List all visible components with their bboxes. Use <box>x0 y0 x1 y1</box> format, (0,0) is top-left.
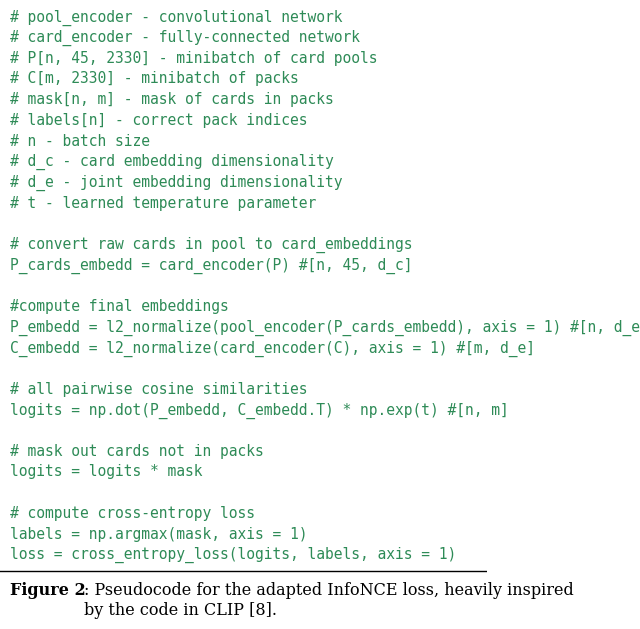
Text: # labels[n] - correct pack indices: # labels[n] - correct pack indices <box>10 113 307 128</box>
Text: # t - learned temperature parameter: # t - learned temperature parameter <box>10 196 316 211</box>
Text: # compute cross-entropy loss: # compute cross-entropy loss <box>10 506 255 521</box>
Text: # mask out cards not in packs: # mask out cards not in packs <box>10 444 264 459</box>
Text: # C[m, 2330] - minibatch of packs: # C[m, 2330] - minibatch of packs <box>10 72 298 86</box>
Text: # card_encoder - fully-connected network: # card_encoder - fully-connected network <box>10 30 360 47</box>
Text: # P[n, 45, 2330] - minibatch of card pools: # P[n, 45, 2330] - minibatch of card poo… <box>10 51 377 66</box>
Text: P_embedd = l2_normalize(pool_encoder(P_cards_embedd), axis = 1) #[n, d_e]: P_embedd = l2_normalize(pool_encoder(P_c… <box>10 320 640 336</box>
Text: # mask[n, m] - mask of cards in packs: # mask[n, m] - mask of cards in packs <box>10 92 333 107</box>
Text: # n - batch size: # n - batch size <box>10 133 150 148</box>
Text: Figure 2: Figure 2 <box>10 582 86 599</box>
Text: # all pairwise cosine similarities: # all pairwise cosine similarities <box>10 382 307 397</box>
Text: # d_c - card embedding dimensionality: # d_c - card embedding dimensionality <box>10 154 333 170</box>
Text: P_cards_embedd = card_encoder(P) #[n, 45, d_c]: P_cards_embedd = card_encoder(P) #[n, 45… <box>10 258 412 274</box>
Text: #compute final embeddings: #compute final embeddings <box>10 299 228 314</box>
Text: # convert raw cards in pool to card_embeddings: # convert raw cards in pool to card_embe… <box>10 237 412 253</box>
Text: labels = np.argmax(mask, axis = 1): labels = np.argmax(mask, axis = 1) <box>10 526 307 542</box>
Text: : Pseudocode for the adapted InfoNCE loss, heavily inspired
by the code in CLIP : : Pseudocode for the adapted InfoNCE los… <box>84 582 574 619</box>
Text: logits = logits * mask: logits = logits * mask <box>10 464 202 479</box>
Text: # d_e - joint embedding dimensionality: # d_e - joint embedding dimensionality <box>10 175 342 191</box>
Text: logits = np.dot(P_embedd, C_embedd.T) * np.exp(t) #[n, m]: logits = np.dot(P_embedd, C_embedd.T) * … <box>10 403 509 419</box>
Text: loss = cross_entropy_loss(logits, labels, axis = 1): loss = cross_entropy_loss(logits, labels… <box>10 547 456 564</box>
Text: # pool_encoder - convolutional network: # pool_encoder - convolutional network <box>10 9 342 26</box>
Text: C_embedd = l2_normalize(card_encoder(C), axis = 1) #[m, d_e]: C_embedd = l2_normalize(card_encoder(C),… <box>10 340 535 357</box>
